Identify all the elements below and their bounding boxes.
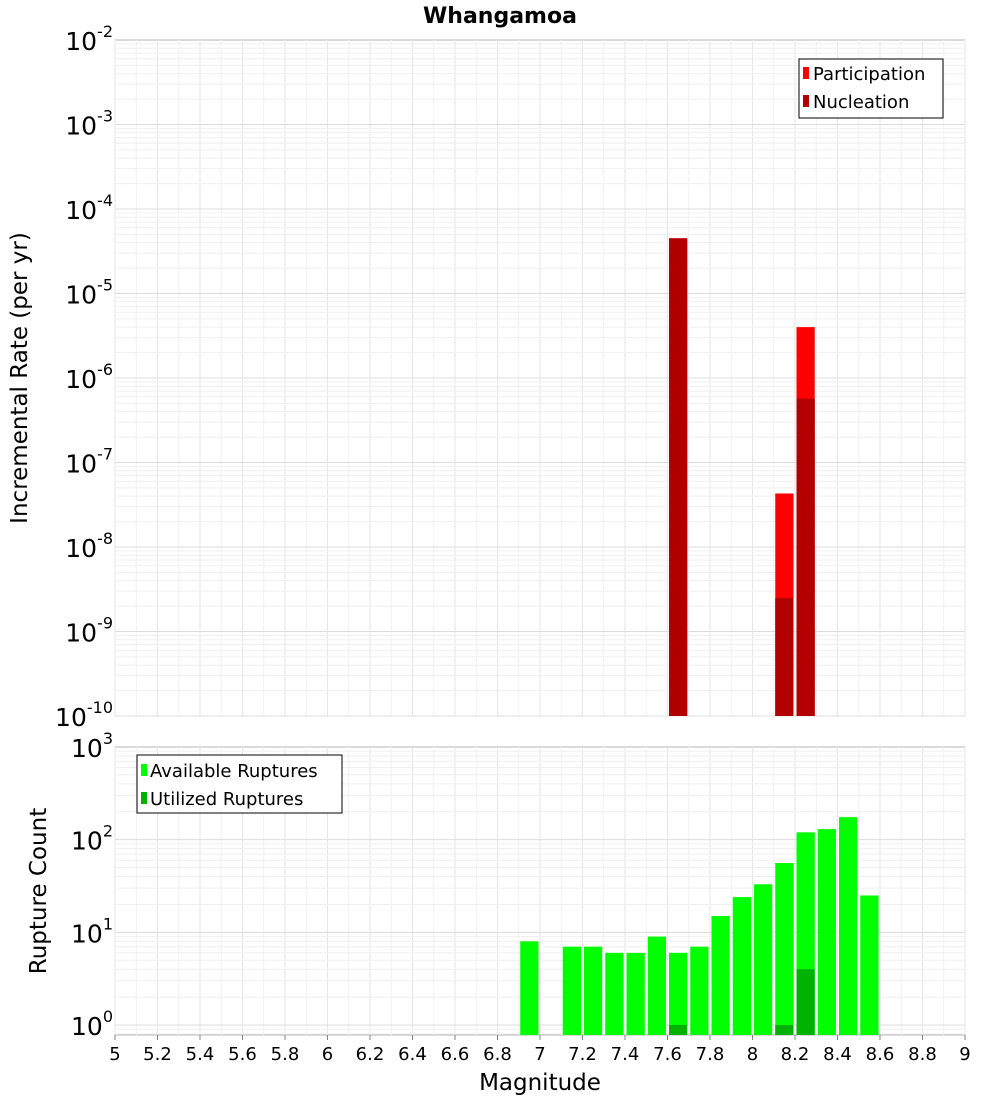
top-grid xyxy=(114,40,966,717)
legend-swatch-participation xyxy=(803,67,809,79)
x-tick-label: 5.2 xyxy=(143,1044,172,1065)
bottom-bar-a xyxy=(520,941,539,1035)
x-tick-label: 5.4 xyxy=(186,1044,215,1065)
x-ticks: 5 5.2 5.4 5.6 5.8 6 6.2 6.4 6.6 6.8 7 7.2 7.4 7.6 7.8 8… xyxy=(109,1035,971,1065)
x-tick-label: 5.8 xyxy=(271,1044,300,1065)
bottom-legend: Available Ruptures Utilized Ruptures xyxy=(136,754,343,814)
top-bar-b xyxy=(669,238,688,717)
bottom-bar-a xyxy=(754,884,773,1035)
top-y-tick-label: 10-7 xyxy=(65,445,113,479)
bottom-bar-a xyxy=(860,895,879,1035)
x-tick-label: 7.6 xyxy=(653,1044,682,1065)
top-y-tick-label: 10-5 xyxy=(65,276,113,310)
bottom-bar-a xyxy=(775,863,794,1035)
bottom-bar-a xyxy=(690,946,709,1035)
bottom-bar-a xyxy=(669,952,688,1035)
legend-label-available: Available Ruptures xyxy=(150,761,318,782)
top-bars xyxy=(669,238,815,717)
legend-label-nucleation: Nucleation xyxy=(813,92,909,113)
x-tick-label: 7.8 xyxy=(696,1044,725,1065)
top-panel: 10-10 10-9 10-8 10-7 10-6 10-5 10-4 10-3 10-2 In… xyxy=(7,22,966,732)
bottom-bar-a xyxy=(839,817,858,1035)
legend-label-utilized: Utilized Ruptures xyxy=(150,789,303,810)
x-tick-label: 8 xyxy=(747,1044,758,1065)
bottom-y-tick-label: 101 xyxy=(71,914,113,948)
bottom-bar-a xyxy=(817,829,836,1035)
top-y-tick-label: 10-8 xyxy=(65,529,113,563)
bottom-y-ticks: 100 101 102 103 xyxy=(71,729,113,1041)
top-y-tick-label: 10-6 xyxy=(65,360,113,394)
top-y-ticks: 10-10 10-9 10-8 10-7 10-6 10-5 10-4 10-3 10-2 xyxy=(55,22,113,732)
bottom-bar-b xyxy=(796,969,815,1035)
x-tick-label: 8.8 xyxy=(908,1044,937,1065)
top-y-axis-label: Incremental Rate (per yr) xyxy=(7,232,33,524)
bottom-bar-a xyxy=(647,936,666,1035)
top-bar-b xyxy=(775,597,794,716)
x-tick-label: 9 xyxy=(959,1044,970,1065)
top-y-tick-label: 10-4 xyxy=(65,191,113,225)
bottom-bar-a xyxy=(562,946,581,1035)
x-tick-label: 6.4 xyxy=(398,1044,427,1065)
x-tick-label: 5.6 xyxy=(228,1044,257,1065)
x-tick-label: 6.6 xyxy=(441,1044,470,1065)
x-tick-label: 6 xyxy=(322,1044,333,1065)
bottom-bars xyxy=(520,817,879,1035)
x-tick-label: 6.2 xyxy=(356,1044,385,1065)
bottom-bar-a xyxy=(605,952,624,1035)
legend-swatch-utilized xyxy=(141,792,147,804)
bottom-y-tick-label: 103 xyxy=(71,729,113,763)
top-y-tick-label: 10-3 xyxy=(65,107,113,141)
top-y-tick-label: 10-9 xyxy=(65,614,113,648)
bottom-bar-b xyxy=(775,1025,794,1035)
x-tick-label: 7 xyxy=(534,1044,545,1065)
bottom-y-axis-label: Rupture Count xyxy=(26,808,52,974)
top-bar-b xyxy=(796,398,815,716)
legend-swatch-nucleation xyxy=(803,95,809,107)
x-tick-label: 7.2 xyxy=(568,1044,597,1065)
bottom-y-tick-label: 102 xyxy=(71,822,113,856)
x-tick-label: 8.2 xyxy=(781,1044,810,1065)
x-tick-label: 8.4 xyxy=(823,1044,852,1065)
bottom-bar-a xyxy=(626,952,645,1035)
top-y-tick-label: 10-2 xyxy=(65,22,113,56)
bottom-bar-b xyxy=(669,1025,688,1035)
x-tick-label: 6.8 xyxy=(483,1044,512,1065)
chart-title: Whangamoa xyxy=(423,4,577,29)
legend-swatch-available xyxy=(141,764,147,776)
bottom-y-tick-label: 100 xyxy=(71,1007,113,1041)
top-legend: Participation Nucleation xyxy=(798,58,944,119)
x-axis-label: Magnitude xyxy=(479,1070,601,1096)
bottom-bar-a xyxy=(584,946,603,1035)
bottom-bar-a xyxy=(711,916,730,1035)
x-tick-label: 8.6 xyxy=(866,1044,895,1065)
bottom-bar-a xyxy=(732,897,751,1035)
top-legend-box xyxy=(798,58,944,119)
bottom-legend-box xyxy=(136,754,343,814)
bottom-panel: 100 101 102 103 5 5.2 5.4 5.6 5.8 6 6.2 6.4 6.6 6.8 7… xyxy=(26,729,971,1096)
x-tick-label: 7.4 xyxy=(611,1044,640,1065)
legend-label-participation: Participation xyxy=(813,64,925,85)
top-y-tick-label: 10-10 xyxy=(55,698,113,732)
x-tick-label: 5 xyxy=(109,1044,120,1065)
